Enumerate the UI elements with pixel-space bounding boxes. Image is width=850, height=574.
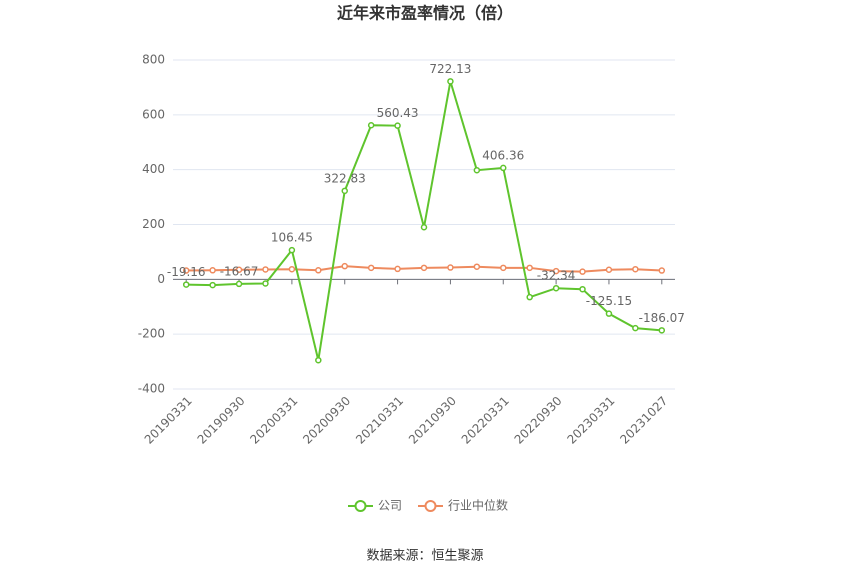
y-tick-label: 800 xyxy=(142,53,165,67)
point xyxy=(182,267,190,274)
point xyxy=(632,265,639,273)
point xyxy=(605,310,613,317)
point xyxy=(579,268,586,275)
point xyxy=(288,265,296,273)
x-tick-label: 20200930 xyxy=(300,394,353,447)
point xyxy=(447,78,454,85)
source: 数据来源：恒生聚源 xyxy=(366,549,483,564)
x-tick-label: 20210331 xyxy=(353,394,406,447)
point xyxy=(552,267,560,275)
point xyxy=(473,166,481,174)
point xyxy=(262,280,269,287)
point xyxy=(235,280,243,288)
legend-marker xyxy=(424,500,437,512)
y-tick-label: 600 xyxy=(142,107,165,121)
data-label: 560.43 xyxy=(377,106,419,120)
legend-label: 行业中位数 xyxy=(448,498,508,513)
y-tick-label: 0 xyxy=(157,272,165,286)
point xyxy=(367,122,375,129)
point xyxy=(473,263,481,270)
point xyxy=(500,264,507,272)
point xyxy=(367,264,375,272)
point xyxy=(209,281,216,289)
point xyxy=(182,281,190,288)
data-label: 106.45 xyxy=(271,231,313,245)
x-tick-label: 20210930 xyxy=(406,394,459,447)
point xyxy=(394,265,401,273)
point xyxy=(526,293,533,301)
data-label: -186.07 xyxy=(639,311,685,325)
data-label: 322.83 xyxy=(324,171,366,185)
point xyxy=(500,164,507,172)
point xyxy=(341,262,348,270)
y-tick-label: -400 xyxy=(138,382,165,396)
data-label: 722.13 xyxy=(429,62,471,76)
point xyxy=(579,285,586,293)
series-line xyxy=(186,81,662,361)
point xyxy=(420,264,428,272)
x-tick-label: 20231027 xyxy=(617,394,670,447)
point xyxy=(658,327,666,334)
legend-label: 公司 xyxy=(378,499,402,513)
y-tick-label: 400 xyxy=(142,162,165,176)
x-tick-label: 20190331 xyxy=(142,394,195,447)
x-tick-label: 20220331 xyxy=(459,394,512,447)
data-label: -32.34 xyxy=(537,269,576,283)
point xyxy=(447,264,454,271)
data-label: 406.36 xyxy=(482,148,524,162)
point xyxy=(658,267,666,274)
point xyxy=(420,223,428,231)
point xyxy=(262,266,269,273)
point xyxy=(315,356,322,364)
point xyxy=(209,267,216,274)
point xyxy=(605,266,613,273)
data-label: -16.67 xyxy=(220,264,259,278)
chart-title: 近年来市盈率情况（倍） xyxy=(337,4,513,23)
data-label: -19.16 xyxy=(167,265,206,279)
point xyxy=(288,246,296,254)
x-tick-label: 20230331 xyxy=(564,394,617,447)
point xyxy=(341,187,348,195)
point xyxy=(315,267,322,274)
x-tick-label: 20220930 xyxy=(512,394,565,447)
y-tick-label: 200 xyxy=(142,217,165,231)
x-tick-label: 20200331 xyxy=(247,394,300,447)
y-tick-label: -200 xyxy=(138,327,165,341)
point xyxy=(552,284,560,292)
point xyxy=(394,122,401,129)
legend-marker xyxy=(354,500,367,512)
x-tick-label: 20190930 xyxy=(195,394,248,447)
point xyxy=(235,266,243,273)
point xyxy=(526,264,533,272)
data-label: -125.15 xyxy=(586,294,632,308)
point xyxy=(632,324,639,332)
